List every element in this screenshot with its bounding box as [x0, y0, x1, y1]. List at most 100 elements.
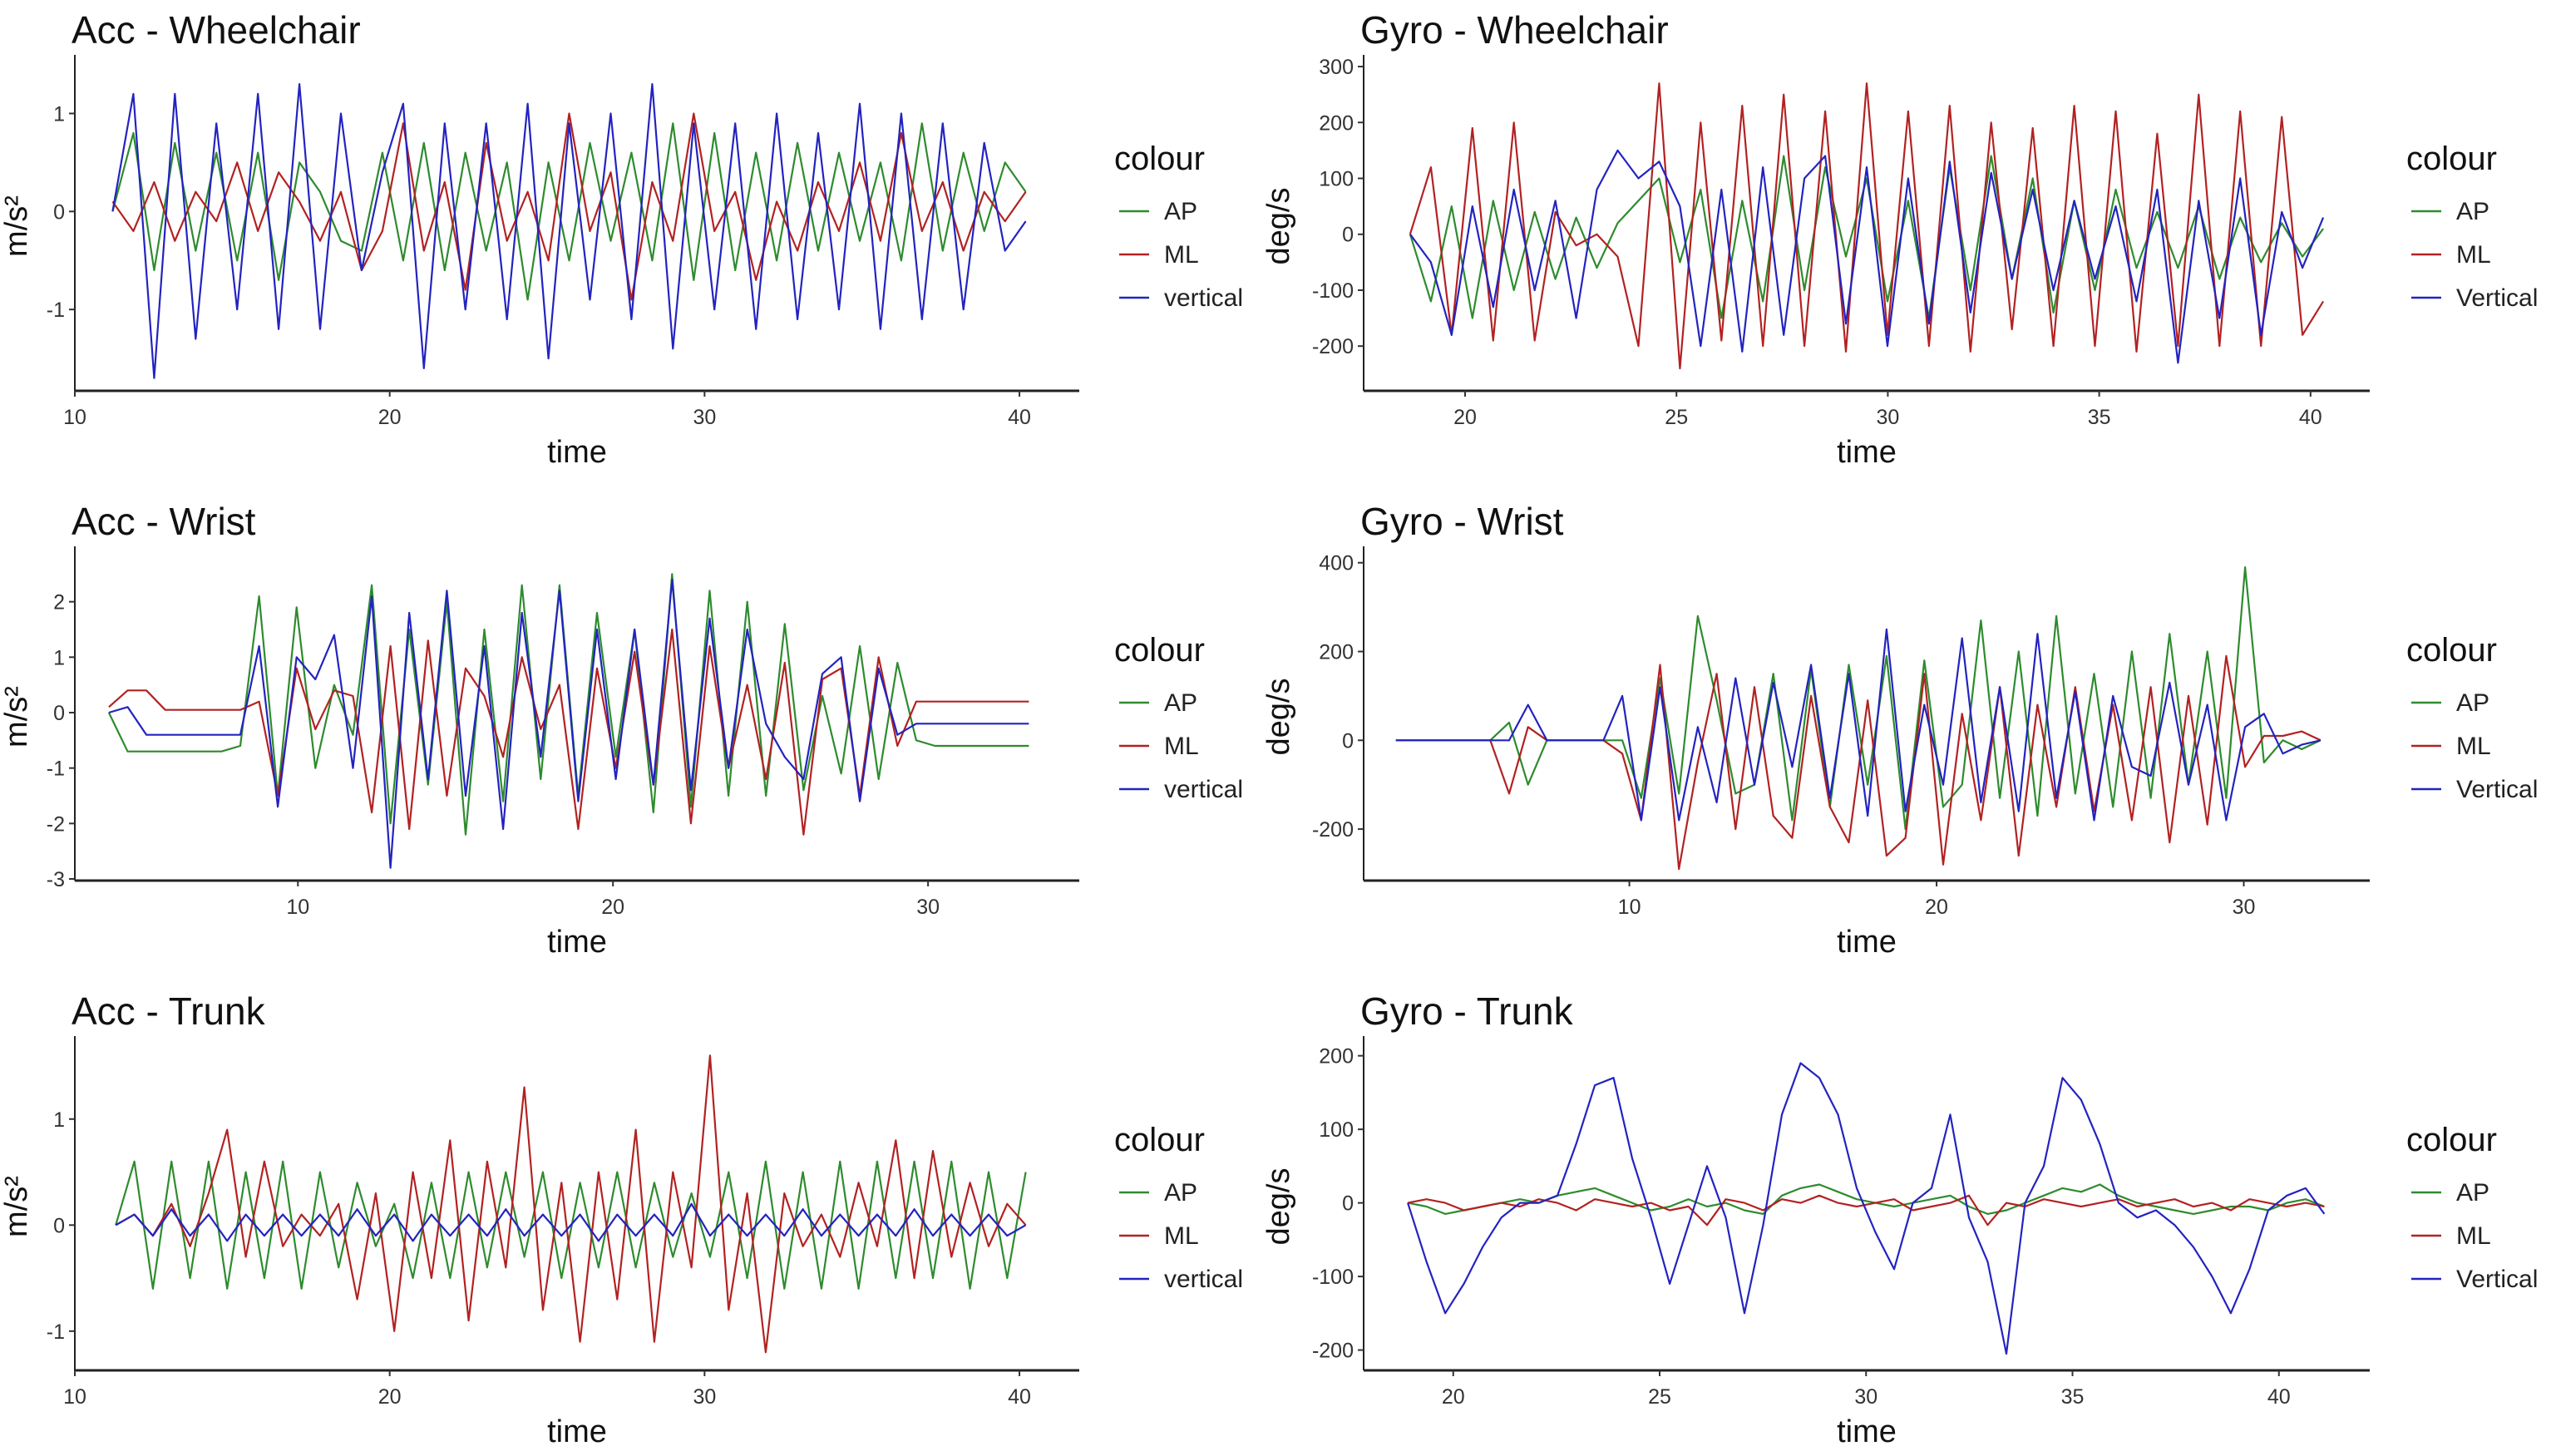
legend-label: AP [1164, 689, 1197, 717]
series-line-vertical [111, 82, 1027, 379]
y-tick-label: -200 [1312, 1340, 1354, 1363]
y-tick-label: 200 [1319, 641, 1354, 664]
series-line-vertical [115, 1202, 1027, 1242]
legend: colour AP ML vertical [1114, 141, 1243, 312]
legend-label: ML [2456, 241, 2491, 269]
legend: colour AP ML Vertical [2406, 1122, 2538, 1293]
series-line-ml [111, 112, 1027, 301]
y-tick-label: 100 [1319, 1118, 1354, 1142]
legend: colour AP ML vertical [1114, 1122, 1243, 1293]
panel-title: Gyro - Trunk [1360, 990, 1574, 1033]
legend-label: vertical [1164, 1266, 1243, 1293]
y-tick-label: 200 [1319, 1045, 1354, 1069]
y-tick-label: -2 [47, 812, 65, 836]
y-tick-label: 1 [53, 646, 65, 669]
x-tick-label: 10 [1618, 896, 1641, 919]
x-tick-label: 35 [2061, 1385, 2085, 1409]
legend-label: Vertical [2456, 284, 2538, 312]
y-tick-label: -1 [47, 758, 65, 781]
legend-label: ML [2456, 733, 2491, 760]
y-tick-label: 300 [1319, 56, 1354, 79]
series-line-ml [1407, 1194, 2325, 1226]
series-line-vertical [1395, 628, 2322, 822]
legend-label: AP [2456, 198, 2489, 225]
y-tick-label: 0 [53, 702, 65, 725]
legend: colour AP ML Vertical [2406, 141, 2538, 312]
x-axis-title: time [547, 925, 607, 960]
legend-title: colour [2406, 1122, 2497, 1158]
legend-label: ML [1164, 733, 1199, 760]
x-axis-title: time [547, 1414, 607, 1449]
y-axis-title: deg/s [1261, 1168, 1296, 1246]
y-tick-label: -200 [1312, 335, 1354, 358]
x-tick-label: 20 [378, 1385, 402, 1409]
panel-title: Acc - Trunk [72, 990, 266, 1033]
x-axis-title: time [1837, 925, 1897, 960]
y-axis-title: m/s² [0, 1176, 34, 1237]
x-tick-label: 40 [2267, 1385, 2291, 1409]
y-tick-label: 400 [1319, 552, 1354, 575]
x-tick-label: 20 [378, 406, 402, 429]
x-tick-label: 40 [1008, 406, 1031, 429]
x-tick-label: 20 [601, 896, 624, 919]
x-tick-label: 30 [1854, 1385, 1877, 1409]
y-tick-label: -100 [1312, 1266, 1354, 1289]
legend-label: ML [2456, 1222, 2491, 1250]
series-line-ap [111, 122, 1027, 301]
panel-gyro-trunk: Gyro - Trunk 20 25 30 35 40 -200 -100 0 100 200 tim… [1261, 990, 2538, 1449]
legend-title: colour [2406, 632, 2497, 669]
x-tick-label: 30 [916, 896, 940, 919]
panel-acc-trunk: Acc - Trunk 10 20 30 40 -1 0 1 time m/s² colour AP M… [0, 990, 1243, 1449]
panel-acc-wrist: Acc - Wrist 10 20 30 -3 -2 -1 0 1 2 time m/s² colour… [0, 500, 1243, 960]
legend-label: vertical [1164, 284, 1243, 312]
x-tick-label: 25 [1648, 1385, 1671, 1409]
series-line-ml [115, 1054, 1027, 1354]
panel-acc-wheelchair: Acc - Wheelchair 10 20 30 40 -1 0 1 time m/s² colo… [0, 8, 1243, 470]
series-line-ap [1407, 1183, 2325, 1216]
y-tick-label: 1 [53, 1108, 65, 1132]
legend-title: colour [2406, 141, 2497, 177]
x-tick-label: 35 [2088, 406, 2111, 429]
legend: colour AP ML Vertical [2406, 632, 2538, 803]
y-tick-label: 0 [1342, 224, 1354, 247]
legend-label: Vertical [2456, 776, 2538, 803]
y-axis-title: deg/s [1261, 188, 1296, 265]
series-line-ap [115, 1160, 1027, 1290]
y-tick-label: 2 [53, 591, 65, 614]
series-line-vertical [1409, 149, 2325, 364]
y-axis-title: m/s² [0, 195, 34, 257]
legend-label: AP [1164, 198, 1197, 225]
legend: colour AP ML vertical [1114, 632, 1243, 803]
x-tick-label: 30 [2233, 896, 2256, 919]
legend-label: vertical [1164, 776, 1243, 803]
panel-gyro-wrist: Gyro - Wrist 10 20 30 -200 0 200 400 time deg/s co… [1261, 500, 2538, 960]
legend-label: AP [2456, 689, 2489, 717]
y-tick-label: -200 [1312, 818, 1354, 842]
legend-label: AP [2456, 1179, 2489, 1207]
x-axis-title: time [1837, 1414, 1897, 1449]
x-tick-label: 25 [1665, 406, 1688, 429]
legend-title: colour [1114, 1122, 1205, 1158]
series-line-ml [1395, 654, 2322, 871]
x-axis-title: time [547, 435, 607, 470]
x-tick-label: 20 [1453, 406, 1477, 429]
y-axis-title: m/s² [0, 686, 34, 748]
y-tick-label: -100 [1312, 279, 1354, 303]
y-tick-label: -3 [47, 868, 65, 891]
series-line-ml [108, 628, 1029, 836]
series-line-ap [1395, 565, 2322, 831]
legend-label: AP [1164, 1179, 1197, 1207]
panel-gyro-wheelchair: Gyro - Wheelchair 20 25 30 35 40 -200 -100 0 100 2… [1261, 8, 2538, 470]
y-tick-label: 0 [1342, 1192, 1354, 1216]
y-tick-label: 1 [53, 102, 65, 126]
y-tick-label: 100 [1319, 168, 1354, 191]
legend-title: colour [1114, 632, 1205, 669]
y-tick-label: 0 [53, 1214, 65, 1237]
panel-title: Acc - Wheelchair [72, 8, 361, 52]
x-tick-label: 20 [1925, 896, 1948, 919]
y-tick-label: 200 [1319, 111, 1354, 135]
y-tick-label: -1 [47, 299, 65, 322]
y-tick-label: 0 [1342, 729, 1354, 753]
series-line-ap [1409, 155, 2324, 319]
